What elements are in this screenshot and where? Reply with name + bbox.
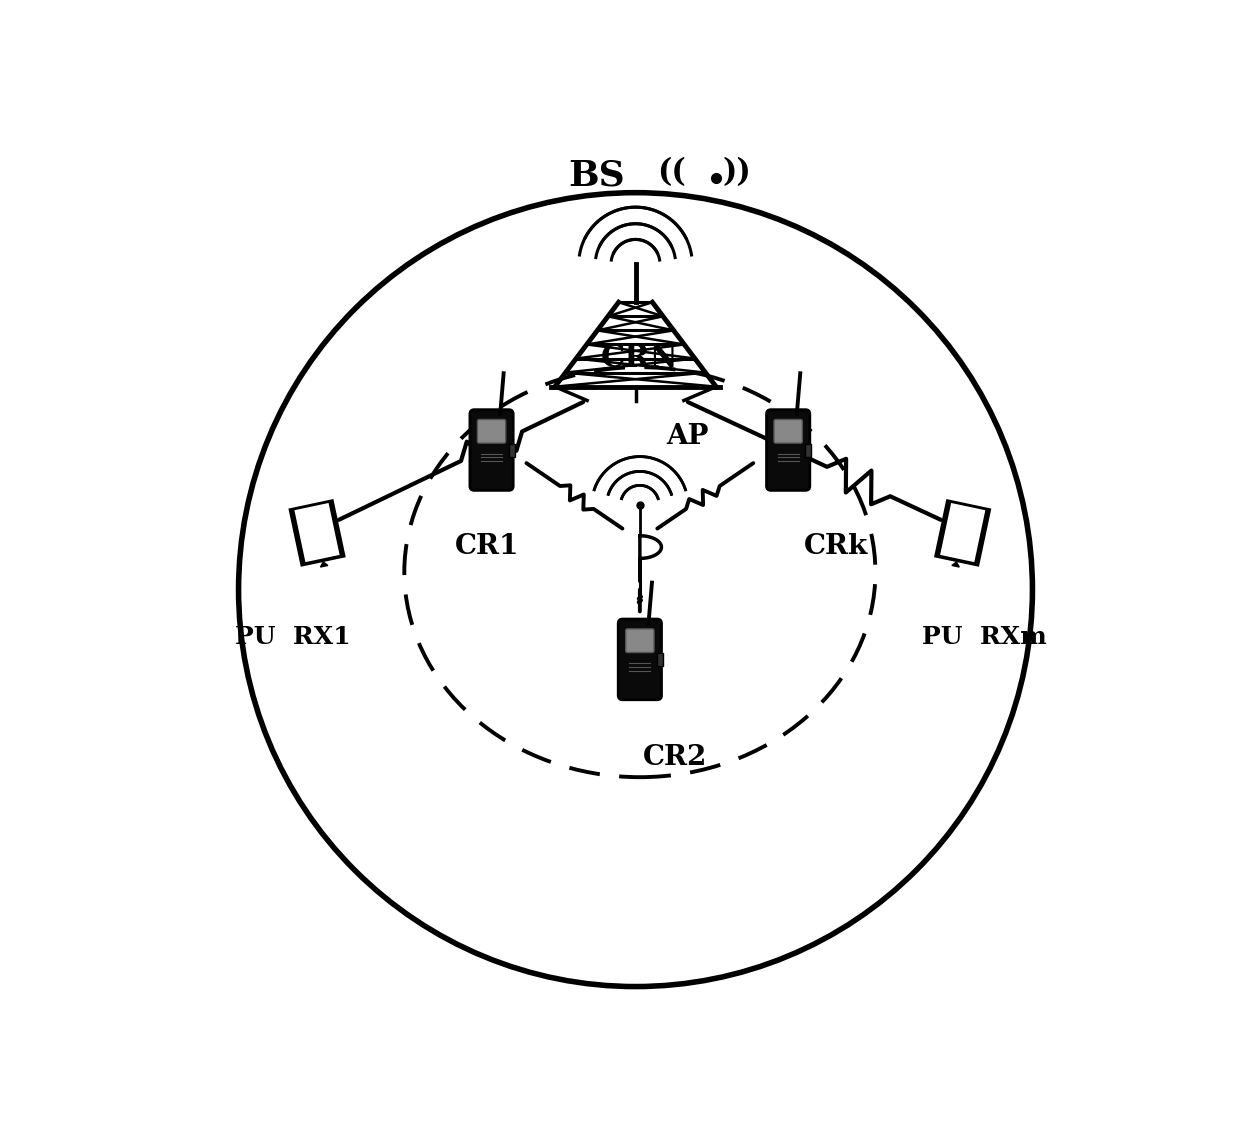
Polygon shape	[640, 536, 661, 581]
Text: CR2: CR2	[642, 744, 707, 772]
Text: )): ))	[723, 157, 751, 188]
Text: PU  RXm: PU RXm	[923, 624, 1047, 648]
Polygon shape	[320, 562, 327, 566]
Text: BS: BS	[568, 159, 625, 193]
FancyBboxPatch shape	[619, 619, 661, 700]
Text: CRk: CRk	[804, 533, 868, 560]
FancyBboxPatch shape	[774, 419, 802, 443]
FancyBboxPatch shape	[766, 410, 810, 491]
Polygon shape	[294, 503, 340, 562]
Text: ((: ((	[657, 157, 686, 188]
FancyBboxPatch shape	[626, 629, 653, 653]
FancyBboxPatch shape	[477, 419, 506, 443]
Bar	[508, 443, 515, 457]
FancyBboxPatch shape	[470, 410, 513, 491]
Polygon shape	[952, 562, 960, 566]
Text: CRN: CRN	[601, 343, 678, 374]
Polygon shape	[940, 503, 986, 562]
Polygon shape	[934, 499, 991, 566]
Text: PU  RX1: PU RX1	[234, 624, 351, 648]
Ellipse shape	[238, 193, 1033, 987]
Bar	[806, 443, 811, 457]
Polygon shape	[289, 499, 346, 566]
Text: CR1: CR1	[455, 533, 520, 560]
Text: AP: AP	[667, 423, 709, 450]
Bar	[657, 653, 663, 666]
